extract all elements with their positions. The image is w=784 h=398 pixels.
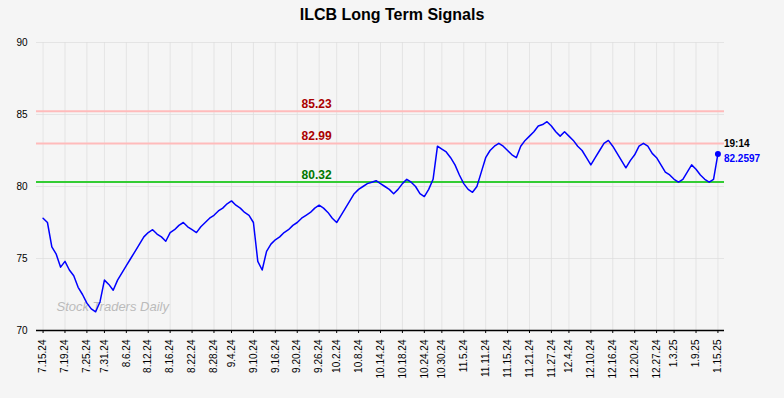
svg-text:9.16.24: 9.16.24 [270,339,281,373]
svg-text:7.15.24: 7.15.24 [37,339,48,373]
svg-text:12.16.24: 12.16.24 [607,339,618,378]
svg-text:19:14: 19:14 [724,138,750,149]
svg-text:70: 70 [16,325,28,336]
svg-text:10.24.24: 10.24.24 [419,339,430,378]
svg-text:10.8.24: 10.8.24 [353,339,364,373]
svg-text:11.15.24: 11.15.24 [502,339,513,378]
svg-text:9.10.24: 9.10.24 [248,339,259,373]
svg-text:10.14.24: 10.14.24 [375,339,386,378]
svg-text:12.4.24: 12.4.24 [563,339,574,373]
svg-text:10.2.24: 10.2.24 [331,339,342,373]
svg-text:80: 80 [16,181,28,192]
svg-text:11.27.24: 11.27.24 [546,339,557,378]
svg-text:9.26.24: 9.26.24 [313,339,324,373]
svg-text:9.20.24: 9.20.24 [291,339,302,373]
svg-text:12.10.24: 12.10.24 [585,339,596,378]
svg-text:11.11.24: 11.11.24 [480,339,491,377]
svg-text:7.25.24: 7.25.24 [81,339,92,373]
svg-text:8.22.24: 8.22.24 [186,339,197,373]
svg-text:75: 75 [16,253,28,264]
svg-text:90: 90 [16,37,28,48]
svg-text:12.27.24: 12.27.24 [651,339,662,378]
svg-text:12.20.24: 12.20.24 [629,339,640,378]
svg-text:7.31.24: 7.31.24 [99,339,110,373]
svg-text:8.28.24: 8.28.24 [208,339,219,373]
svg-text:85.23: 85.23 [302,97,332,111]
svg-text:8.12.24: 8.12.24 [142,339,153,373]
svg-text:1.9.25: 1.9.25 [690,339,701,367]
svg-text:80.32: 80.32 [302,168,332,182]
svg-text:9.4.24: 9.4.24 [226,339,237,367]
html-text:ILCB Long Term Signals: ILCB Long Term Signals [299,6,485,23]
svg-text:11.21.24: 11.21.24 [524,339,535,378]
svg-text:85: 85 [16,109,28,120]
svg-text:7.19.24: 7.19.24 [59,339,70,373]
svg-text:11.5.24: 11.5.24 [458,339,469,372]
svg-text:Stock Traders Daily: Stock Traders Daily [57,299,171,314]
svg-text:1.15.25: 1.15.25 [712,339,723,373]
svg-text:82.99: 82.99 [302,129,332,143]
svg-text:1.3.25: 1.3.25 [668,339,679,367]
svg-text:10.18.24: 10.18.24 [397,339,408,378]
svg-text:82.2597: 82.2597 [724,153,761,164]
svg-text:8.6.24: 8.6.24 [121,339,132,367]
svg-text:10.30.24: 10.30.24 [436,339,447,378]
svg-text:8.16.24: 8.16.24 [164,339,175,373]
